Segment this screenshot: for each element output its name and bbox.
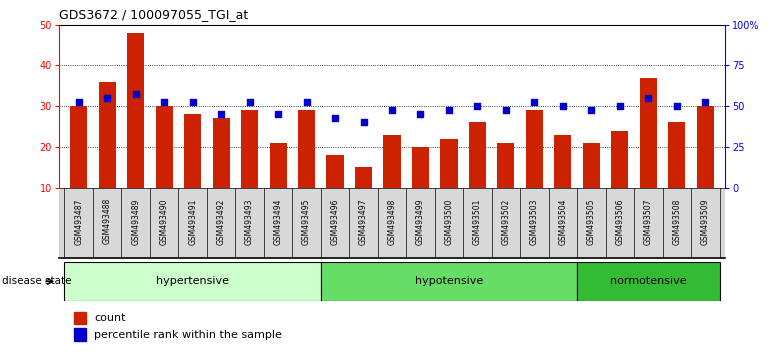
Bar [241,110,258,188]
Point [443,108,456,113]
Bar [497,143,514,188]
Point [272,112,285,117]
Bar [612,131,628,188]
Text: count: count [94,313,125,323]
Text: GDS3672 / 100097055_TGI_at: GDS3672 / 100097055_TGI_at [59,8,248,21]
Point [187,99,199,105]
Bar [99,82,116,188]
Bar [412,147,429,188]
Bar [668,122,685,188]
Point [129,91,142,97]
Point [614,103,626,109]
Bar [127,33,144,188]
Text: GSM493506: GSM493506 [615,198,624,245]
Point [101,95,114,101]
Text: GSM493489: GSM493489 [131,198,140,245]
Bar [74,328,86,341]
Text: GSM493503: GSM493503 [530,198,539,245]
Text: GSM493498: GSM493498 [387,198,397,245]
Text: hypotensive: hypotensive [415,276,483,286]
Point [471,103,484,109]
Point [72,99,85,105]
Bar [526,110,543,188]
Text: GSM493491: GSM493491 [188,198,197,245]
Point [358,120,370,125]
Text: GSM493494: GSM493494 [274,198,282,245]
Point [642,95,655,101]
Bar [554,135,572,188]
Bar [156,106,172,188]
Point [699,99,712,105]
Bar [321,262,577,301]
Text: GSM493488: GSM493488 [103,198,111,245]
Bar [326,155,343,188]
Point [528,99,541,105]
Bar [184,114,201,188]
Text: GSM493504: GSM493504 [558,198,568,245]
Bar [640,78,657,188]
Bar [298,110,315,188]
Point [585,108,597,113]
Bar [64,262,321,301]
Text: hypertensive: hypertensive [156,276,229,286]
Point [414,112,426,117]
Text: percentile rank within the sample: percentile rank within the sample [94,330,282,339]
Bar [583,143,600,188]
Text: GSM493502: GSM493502 [502,198,510,245]
Bar [383,135,401,188]
Point [215,112,227,117]
Bar [270,143,287,188]
Text: GSM493492: GSM493492 [216,198,226,245]
Point [557,103,569,109]
Point [158,99,170,105]
Bar [212,118,230,188]
Text: GSM493496: GSM493496 [331,198,339,245]
Bar [697,106,713,188]
Bar [355,167,372,188]
Point [386,108,398,113]
Point [499,108,512,113]
Bar [577,262,720,301]
Point [300,99,313,105]
Bar [71,106,87,188]
Text: GSM493499: GSM493499 [416,198,425,245]
Point [243,99,256,105]
Text: GSM493508: GSM493508 [673,198,681,245]
Text: GSM493509: GSM493509 [701,198,710,245]
Text: GSM493507: GSM493507 [644,198,653,245]
Text: disease state: disease state [2,276,72,286]
Bar [469,122,486,188]
Text: normotensive: normotensive [610,276,687,286]
Text: GSM493505: GSM493505 [587,198,596,245]
Text: GSM493501: GSM493501 [473,198,482,245]
Text: GSM493500: GSM493500 [445,198,453,245]
Text: GSM493490: GSM493490 [160,198,169,245]
Text: GSM493493: GSM493493 [245,198,254,245]
Text: GSM493487: GSM493487 [74,198,83,245]
Bar [441,139,458,188]
Bar [74,312,86,324]
Text: GSM493497: GSM493497 [359,198,368,245]
Point [328,115,341,121]
Point [670,103,683,109]
Text: GSM493495: GSM493495 [302,198,311,245]
